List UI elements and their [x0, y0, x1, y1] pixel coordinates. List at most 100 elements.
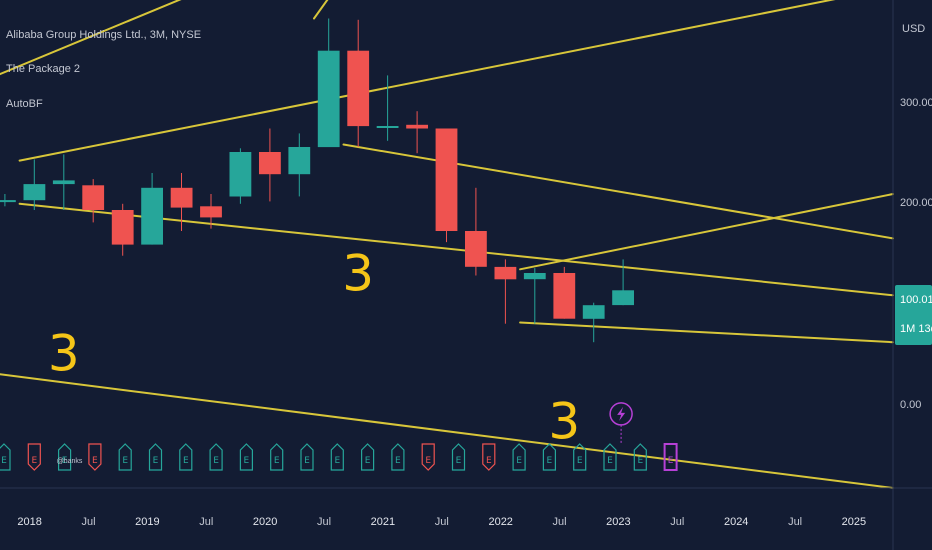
time-label-13: 2024	[724, 516, 748, 528]
earnings-marker-19[interactable]: E	[542, 443, 556, 471]
candles[interactable]	[0, 18, 634, 343]
candle-body	[229, 152, 252, 197]
candle-2017-10[interactable]	[0, 194, 16, 207]
earnings-marker-letter: E	[516, 456, 522, 466]
earnings-marker-10[interactable]: E	[270, 443, 284, 471]
earnings-marker-letter: E	[62, 456, 68, 466]
trendlines[interactable]	[0, 0, 894, 489]
earnings-marker-20[interactable]: E	[573, 443, 587, 471]
earnings-marker-22[interactable]: E	[633, 443, 647, 471]
candle-2019-04[interactable]	[170, 173, 193, 231]
legend: Alibaba Group Holdings Ltd., 3M, NYSE Th…	[6, 29, 201, 110]
earnings-marker-8[interactable]: E	[209, 443, 223, 471]
trendline-2[interactable]	[18, 0, 893, 162]
time-label-14: Jul	[788, 516, 802, 528]
candle-2020-01[interactable]	[259, 128, 281, 202]
earnings-marker-5[interactable]: E	[118, 443, 132, 471]
earnings-marker-3[interactable]: E	[58, 443, 72, 471]
time-label-9: 2022	[488, 516, 512, 528]
earnings-marker-23[interactable]: E	[663, 443, 678, 471]
earnings-marker-21[interactable]: E	[603, 443, 617, 471]
earnings-marker-letter: E	[153, 456, 159, 466]
candle-2021-10[interactable]	[465, 187, 487, 276]
earnings-marker-17[interactable]: E	[482, 443, 496, 471]
candle-2021-07[interactable]	[435, 128, 458, 243]
candle-2021-04[interactable]	[406, 111, 428, 154]
earnings-marker-7[interactable]: E	[179, 443, 193, 471]
earnings-marker-13[interactable]: E	[361, 443, 375, 471]
earnings-marker-shape	[663, 443, 678, 471]
earnings-marker-letter: E	[274, 456, 280, 466]
trendline-4[interactable]	[18, 202, 894, 297]
trendline-7[interactable]	[519, 321, 894, 344]
candle-2023-01[interactable]	[612, 259, 634, 306]
candle-2018-04[interactable]	[52, 154, 75, 210]
earnings-marker-18[interactable]: E	[512, 443, 526, 471]
earnings-marker-15[interactable]: E	[421, 443, 435, 471]
time-label-1: 2018	[17, 516, 41, 528]
candle-body	[523, 273, 546, 280]
candle-2022-01[interactable]	[494, 259, 517, 324]
legend-indicator-autobf[interactable]: AutoBF	[6, 98, 43, 110]
earnings-marker-letter: E	[92, 456, 98, 466]
candle-2019-10[interactable]	[229, 148, 252, 204]
trendline-6[interactable]	[519, 193, 894, 271]
candle-2019-01[interactable]	[141, 173, 163, 245]
elliott-wave-labels: 3 3 3	[48, 244, 580, 450]
earnings-marker-14[interactable]: E	[391, 443, 405, 471]
time-label-12: Jul	[670, 516, 684, 528]
candle-body	[553, 273, 576, 319]
earnings-marker-letter: E	[304, 456, 310, 466]
candle-2019-07[interactable]	[200, 194, 222, 229]
candle-2020-04[interactable]	[288, 133, 311, 197]
time-label-4: Jul	[199, 516, 213, 528]
earnings-marker-shape	[361, 443, 375, 471]
earnings-marker-shape	[421, 443, 435, 471]
time-label-2: Jul	[81, 516, 95, 528]
earnings-marker-4[interactable]: E	[88, 443, 102, 471]
candle-2018-01[interactable]	[23, 159, 46, 210]
trendline-8[interactable]	[0, 373, 894, 489]
candle-2020-07[interactable]	[317, 18, 340, 148]
legend-indicator-package[interactable]: The Package 2	[6, 63, 80, 75]
event-marker[interactable]	[609, 402, 633, 444]
earnings-marker-1[interactable]: E	[0, 443, 11, 471]
candle-body	[170, 187, 193, 208]
candle-2022-10[interactable]	[582, 302, 605, 343]
earnings-markers[interactable]: E E E E E E E E E E E E E E E E E E E E E E E@hanks	[0, 443, 678, 471]
lightning-icon	[617, 406, 626, 421]
candle-2018-07[interactable]	[82, 179, 105, 223]
trendline-1[interactable]	[0, 0, 373, 76]
price-axis[interactable]: USD 300.00 200.00 0.00 100.01 1M 13d	[895, 23, 932, 411]
earnings-marker-letter: E	[607, 456, 613, 466]
candle-2022-04[interactable]	[523, 268, 546, 324]
earnings-marker-9[interactable]: E	[239, 443, 253, 471]
earnings-marker-2[interactable]: E	[27, 443, 41, 471]
candle-2018-10[interactable]	[111, 203, 134, 256]
candle-body	[376, 126, 399, 128]
trendline-5[interactable]	[342, 143, 894, 240]
earnings-marker-16[interactable]: E	[451, 443, 466, 471]
earnings-marker-letter: E	[31, 456, 37, 466]
time-label-11: 2023	[606, 516, 630, 528]
time-label-8: Jul	[435, 516, 449, 528]
earnings-marker-shape	[58, 443, 72, 471]
earnings-marker-6[interactable]: E	[148, 443, 163, 471]
legend-symbol[interactable]: Alibaba Group Holdings Ltd., 3M, NYSE	[6, 29, 201, 41]
candle-2020-10[interactable]	[347, 19, 370, 147]
earnings-marker-12[interactable]: E	[330, 443, 344, 471]
earnings-marker-shape	[270, 443, 284, 471]
candle-2022-07[interactable]	[553, 266, 576, 319]
time-label-5: 2020	[253, 516, 277, 528]
candle-2021-01[interactable]	[376, 75, 399, 141]
earnings-marker-shape	[209, 443, 223, 471]
bar-countdown-label: 1M 13d	[900, 323, 932, 335]
event-markers[interactable]	[609, 402, 633, 444]
wave-label-3: 3	[548, 393, 580, 451]
time-axis[interactable]: 2018 Jul 2019 Jul 2020 Jul 2021 Jul 2022 Jul 2023 J…	[17, 516, 866, 528]
candle-body	[465, 231, 487, 267]
earnings-marker-letter: E	[577, 456, 583, 466]
earnings-marker-11[interactable]: E	[300, 443, 314, 471]
